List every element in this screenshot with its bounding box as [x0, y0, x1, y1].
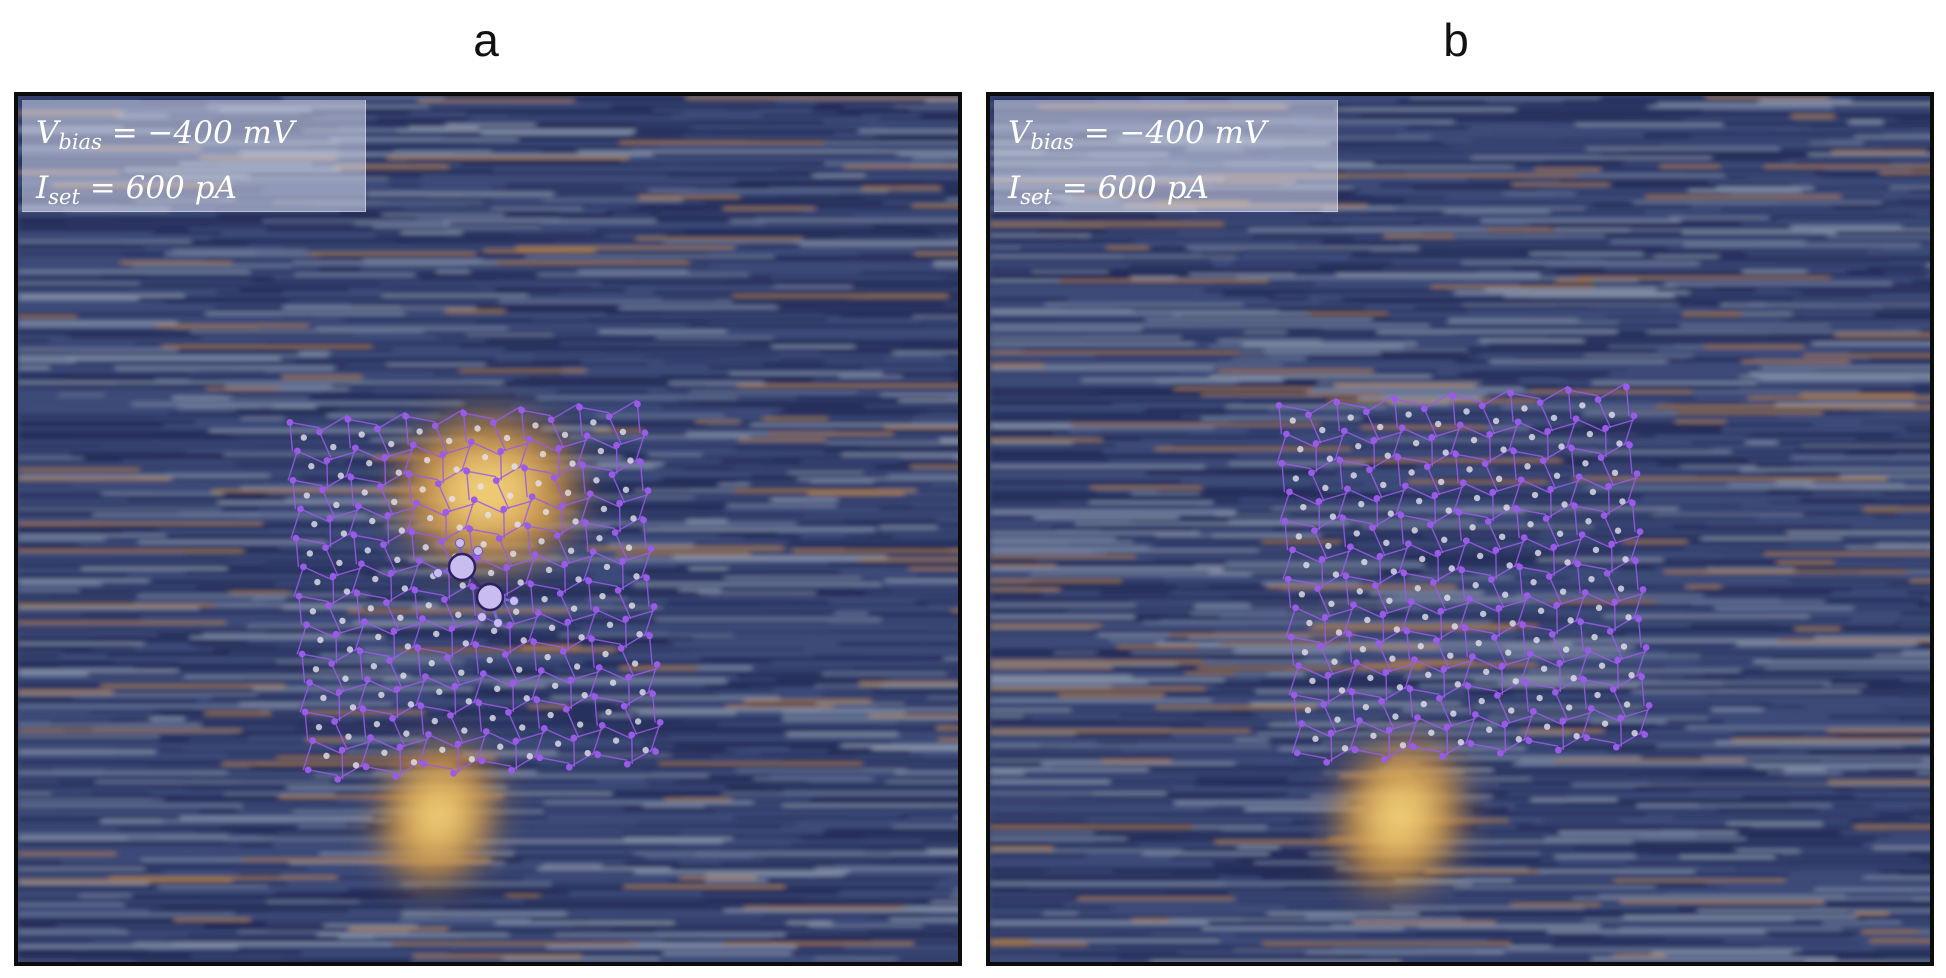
bias-voltage-a: Vbias = −400 mV	[36, 115, 295, 154]
panel-b-label: b	[1443, 14, 1469, 66]
setpoint-current-b: Iset = 600 pA	[1008, 170, 1209, 209]
scan-parameters-b: Vbias = −400 mV Iset = 600 pA	[994, 100, 1338, 212]
panel-a-label: a	[473, 14, 499, 66]
lattice-overlay	[1275, 382, 1653, 766]
stm-scan-image-b	[990, 96, 1930, 962]
lattice-overlay	[286, 399, 664, 783]
adsorbed-molecule	[433, 538, 519, 628]
stm-scan-image-a	[18, 96, 958, 962]
setpoint-current-a: Iset = 600 pA	[36, 170, 237, 209]
scan-parameters-a: Vbias = −400 mV Iset = 600 pA	[22, 100, 366, 212]
stm-image-panel-a: Vbias = −400 mV Iset = 600 pA	[14, 92, 962, 966]
bias-voltage-b: Vbias = −400 mV	[1008, 115, 1267, 154]
stm-image-panel-b: Vbias = −400 mV Iset = 600 pA	[986, 92, 1934, 966]
bright-features	[1337, 742, 1463, 890]
